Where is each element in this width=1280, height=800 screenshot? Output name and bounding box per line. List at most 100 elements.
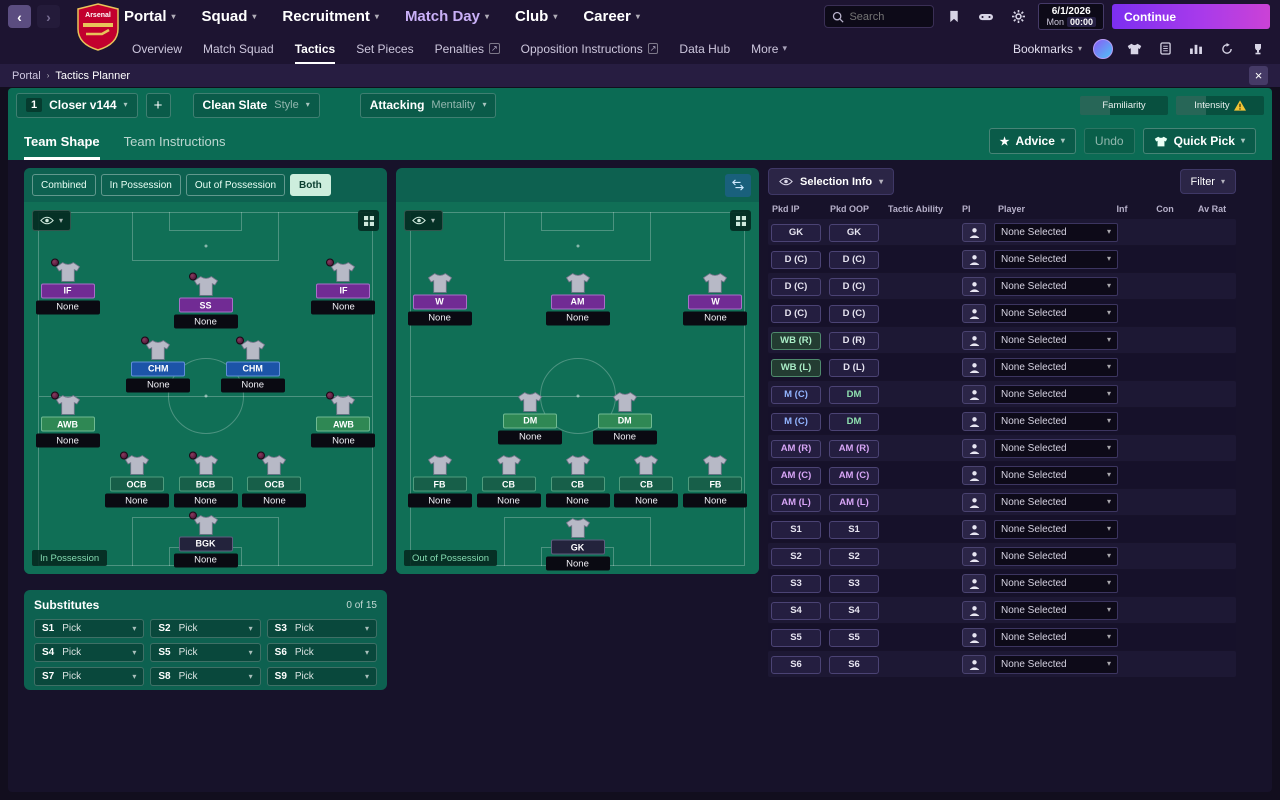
pitch-filter-button[interactable]: Both <box>290 174 331 196</box>
player-select-dropdown[interactable]: None Selected ▾ <box>994 573 1118 593</box>
substitute-slot-dropdown[interactable]: S4 Pick ▾ <box>34 643 145 662</box>
substitute-slot-dropdown[interactable]: S8 Pick ▾ <box>150 667 261 686</box>
expand-icon[interactable] <box>358 210 379 231</box>
top-nav-item[interactable]: Career ▾ <box>583 8 640 25</box>
column-header[interactable]: Av Rat <box>1197 204 1227 214</box>
continue-button[interactable]: Continue <box>1112 4 1270 29</box>
player-select-dropdown[interactable]: None Selected ▾ <box>994 519 1118 539</box>
breadcrumb-root[interactable]: Portal <box>12 69 41 82</box>
pitch-view-dropdown[interactable]: ▾ <box>32 210 72 231</box>
search-box[interactable] <box>824 5 935 28</box>
player-select-dropdown[interactable]: None Selected ▾ <box>994 384 1118 404</box>
pitch-player[interactable]: AM None <box>541 272 615 326</box>
player-select-dropdown[interactable]: None Selected ▾ <box>994 222 1118 242</box>
pitch-filter-button[interactable]: Out of Possession <box>185 174 286 196</box>
style-dropdown[interactable]: Clean Slate Style ▾ <box>192 92 320 118</box>
player-instructions-button[interactable] <box>962 276 986 296</box>
player-select-dropdown[interactable]: None Selected ▾ <box>994 600 1118 620</box>
pitch-player[interactable]: GK None <box>541 518 615 571</box>
player-select-dropdown[interactable]: None Selected ▾ <box>994 546 1118 566</box>
player-select-dropdown[interactable]: None Selected ▾ <box>994 303 1118 323</box>
player-instructions-button[interactable] <box>962 573 986 593</box>
player-instructions-button[interactable] <box>962 600 986 620</box>
section-nav-item[interactable]: Opposition Instructions <box>521 33 659 64</box>
tab-team-shape[interactable]: Team Shape <box>24 122 100 160</box>
substitute-slot-dropdown[interactable]: S1 Pick ▾ <box>34 619 145 638</box>
bookmarks-dropdown[interactable]: Bookmarks ▾ <box>1012 41 1082 56</box>
section-nav-item[interactable]: Set Pieces <box>356 41 414 56</box>
section-nav-item[interactable]: Match Squad <box>203 41 274 56</box>
player-select-dropdown[interactable]: None Selected ▾ <box>994 492 1118 512</box>
pitch-player[interactable]: BCB None <box>169 451 243 508</box>
pitch-filter-button[interactable]: Combined <box>32 174 96 196</box>
trophy-icon[interactable] <box>1248 39 1268 59</box>
pitch-view-dropdown[interactable]: ▾ <box>404 210 444 231</box>
expand-icon[interactable] <box>730 210 751 231</box>
player-instructions-button[interactable] <box>962 303 986 323</box>
filter-dropdown[interactable]: Filter ▾ <box>1179 169 1236 194</box>
section-nav-item[interactable]: Overview <box>132 41 183 56</box>
player-select-dropdown[interactable]: None Selected ▾ <box>994 411 1118 431</box>
player-select-dropdown[interactable]: None Selected ▾ <box>994 465 1118 485</box>
player-instructions-button[interactable] <box>962 384 986 404</box>
player-instructions-button[interactable] <box>962 492 986 512</box>
column-header[interactable]: Pkd OOP <box>830 204 870 214</box>
column-header[interactable]: Con <box>1156 204 1174 214</box>
column-header[interactable]: Tactic Ability <box>888 204 944 214</box>
controller-icon[interactable] <box>974 5 998 29</box>
pitch-player[interactable]: CB None <box>609 455 683 508</box>
substitute-slot-dropdown[interactable]: S9 Pick ▾ <box>266 667 377 686</box>
refresh-icon[interactable] <box>1217 39 1237 59</box>
top-nav-item[interactable]: Squad ▾ <box>201 8 257 25</box>
pitch-player[interactable]: SS None <box>169 272 243 329</box>
selection-info-dropdown[interactable]: Selection Info ▾ <box>768 168 895 195</box>
shirt-icon[interactable] <box>1124 39 1144 59</box>
player-instructions-button[interactable] <box>962 438 986 458</box>
mentality-dropdown[interactable]: Attacking Mentality ▾ <box>359 92 497 118</box>
pitch-player[interactable]: DM None <box>493 391 567 445</box>
top-nav-item[interactable]: Recruitment ▾ <box>282 8 379 25</box>
player-instructions-button[interactable] <box>962 519 986 539</box>
player-select-dropdown[interactable]: None Selected ▾ <box>994 438 1118 458</box>
pitch-player[interactable]: CHM None <box>121 336 195 393</box>
pitch-filter-button[interactable]: In Possession <box>100 174 181 196</box>
pitch-player[interactable]: BGK None <box>169 511 243 568</box>
column-header[interactable]: Pkd IP <box>772 204 800 214</box>
pitch-player[interactable]: AWB None <box>306 391 380 448</box>
player-instructions-button[interactable] <box>962 357 986 377</box>
chart-icon[interactable] <box>1186 39 1206 59</box>
player-select-dropdown[interactable]: None Selected ▾ <box>994 357 1118 377</box>
pitch-player[interactable]: OCB None <box>237 451 311 508</box>
player-select-dropdown[interactable]: None Selected ▾ <box>994 627 1118 647</box>
player-instructions-button[interactable] <box>962 222 986 242</box>
pitch-player[interactable]: OCB None <box>100 451 174 508</box>
player-select-dropdown[interactable]: None Selected ▾ <box>994 249 1118 269</box>
pitch-player[interactable]: IF None <box>31 258 105 315</box>
player-select-dropdown[interactable]: None Selected ▾ <box>994 654 1118 674</box>
section-nav-item[interactable]: Data Hub <box>679 41 731 56</box>
tactic-preset-dropdown[interactable]: 1 Closer v144 ▾ <box>16 92 138 118</box>
player-instructions-button[interactable] <box>962 627 986 647</box>
column-header[interactable]: Inf <box>1116 204 1128 214</box>
section-nav-item[interactable]: Tactics <box>295 33 335 64</box>
player-instructions-button[interactable] <box>962 654 986 674</box>
add-preset-button[interactable]: + <box>145 92 171 118</box>
swap-icon[interactable] <box>725 173 751 197</box>
assistant-avatar[interactable] <box>1093 38 1113 59</box>
forward-button[interactable]: › <box>37 5 60 28</box>
pitch-player[interactable]: W None <box>403 272 477 326</box>
back-button[interactable]: ‹ <box>8 5 31 28</box>
close-icon[interactable]: × <box>1249 66 1268 85</box>
bookmark-icon[interactable] <box>942 5 966 29</box>
player-instructions-button[interactable] <box>962 249 986 269</box>
player-instructions-button[interactable] <box>962 411 986 431</box>
pitch-player[interactable]: CHM None <box>216 336 290 393</box>
section-nav-item[interactable]: More <box>751 33 787 64</box>
substitute-slot-dropdown[interactable]: S3 Pick ▾ <box>266 619 377 638</box>
player-select-dropdown[interactable]: None Selected ▾ <box>994 276 1118 296</box>
section-nav-item[interactable]: Penalties <box>435 33 500 64</box>
pitch-player[interactable]: IF None <box>306 258 380 315</box>
pitch-player[interactable]: W None <box>678 272 752 326</box>
player-instructions-button[interactable] <box>962 546 986 566</box>
pitch-player[interactable]: FB None <box>403 455 477 508</box>
